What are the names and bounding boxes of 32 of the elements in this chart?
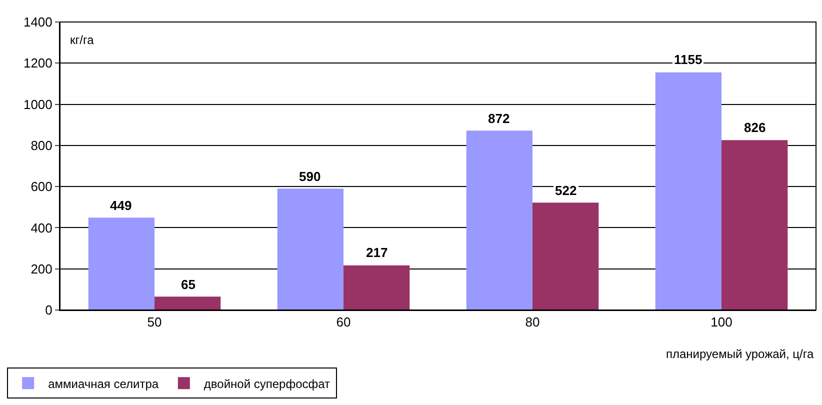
data-label: 217 [366,245,388,260]
x-tick-label: 60 [336,314,351,330]
x-tick-label: 50 [147,314,162,330]
y-tick-label: 1200 [23,56,52,71]
x-tick-label: 100 [710,314,732,330]
y-tick-label: 600 [30,179,52,194]
bar [655,72,722,310]
y-tick-label: 1000 [23,96,52,112]
bar [154,296,221,310]
y-tick-label: 0 [45,302,52,318]
data-label: 65 [181,277,196,292]
bar [88,218,154,310]
bar [277,188,344,310]
data-label: 449 [110,198,132,213]
y-tick-label: 400 [30,220,52,236]
data-label: 590 [299,169,321,184]
legend-label: аммиачная селитра [48,376,159,391]
data-label: 826 [744,120,766,135]
bar [466,130,532,310]
bar [722,140,788,310]
y-axis-title: кг/га [70,33,94,47]
bar [344,265,410,310]
bar [532,202,599,310]
x-axis-title: планируемый урожай, ц/га [666,347,814,361]
y-tick-label: 1400 [23,14,52,30]
data-label: 1155 [674,52,702,67]
legend-label: двойной суперфосфат [204,376,331,391]
data-label: 872 [488,111,510,126]
x-tick-label: 80 [525,314,540,330]
y-tick-label: 800 [30,138,52,153]
y-tick-label: 200 [30,261,52,276]
data-label: 522 [555,183,577,198]
